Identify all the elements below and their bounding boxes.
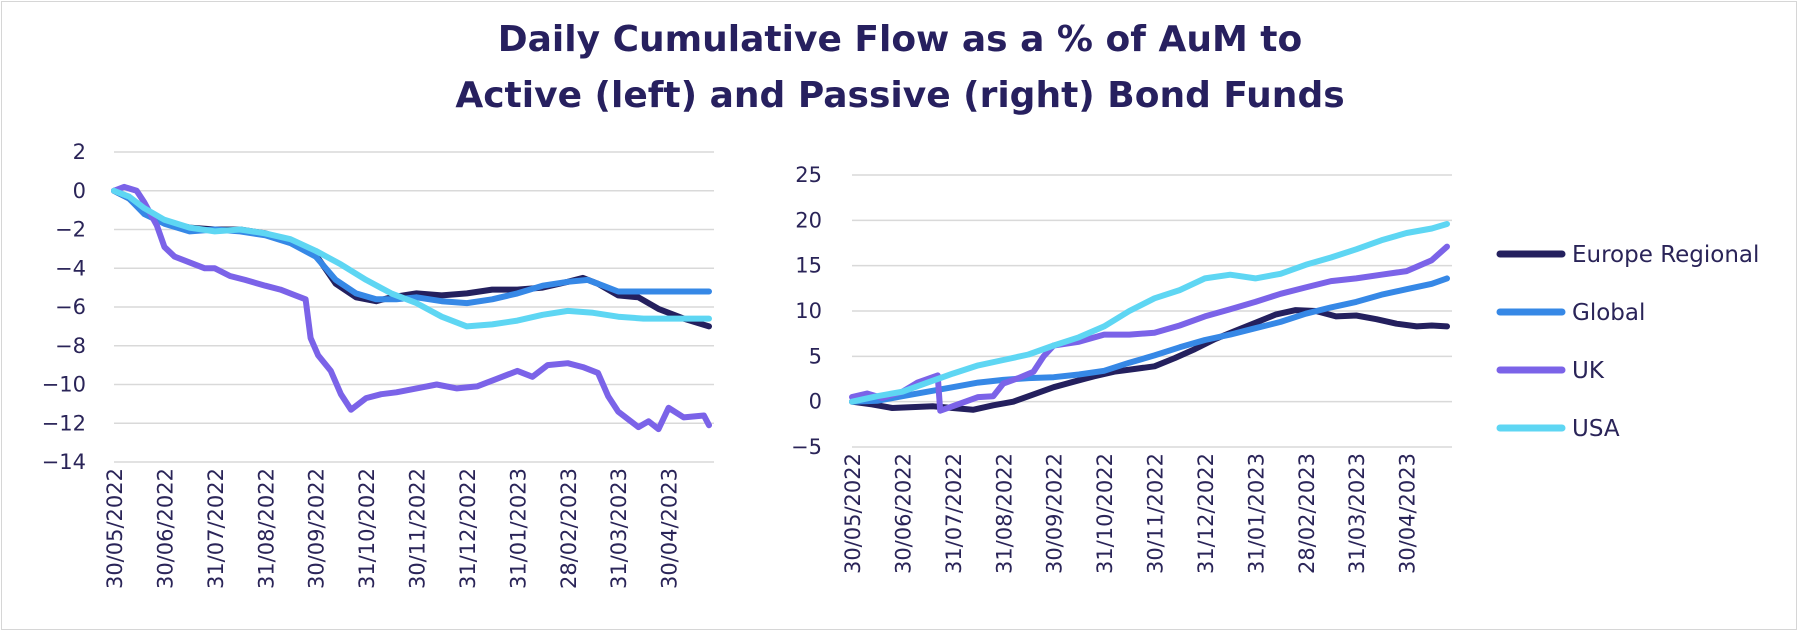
- x-tick-label: 30/05/2022: [103, 468, 127, 589]
- chart-title-line-2: Active (left) and Passive (right) Bond F…: [455, 75, 1345, 116]
- x-tick-label: 31/07/2022: [942, 453, 966, 574]
- chart-title: Daily Cumulative Flow as a % of AuM to A…: [0, 12, 1800, 124]
- x-tick-label: 31/10/2022: [355, 468, 379, 589]
- series-line-usa: [849, 221, 1450, 405]
- x-tick-label: 28/02/2023: [557, 468, 581, 589]
- y-tick-label: 20: [795, 208, 822, 232]
- legend-label-global: Global: [1572, 300, 1645, 326]
- chart-title-line-1: Daily Cumulative Flow as a % of AuM to: [497, 19, 1303, 60]
- x-tick-label: 28/02/2023: [1295, 453, 1319, 574]
- chart-panel-active: 2 0 −2 −4 −6 −8 −10 −12 −14 30/05/2022 30/06/2022 3…: [42, 140, 714, 589]
- y-tick-label: 0: [73, 179, 86, 203]
- x-tick-label: 30/11/2022: [406, 468, 430, 589]
- legend-label-europe-regional: Europe Regional: [1572, 242, 1759, 268]
- x-tick-label: 30/06/2022: [153, 468, 177, 589]
- x-tick-label: 31/08/2022: [992, 453, 1016, 574]
- x-tick-label: 31/03/2023: [1345, 453, 1369, 574]
- x-tick-label: 31/12/2022: [1194, 453, 1218, 574]
- legend: Europe Regional Global UK USA: [1496, 242, 1759, 442]
- y-tick-label: −10: [42, 373, 86, 397]
- series-line-europe-regional: [111, 187, 712, 330]
- series-line-uk: [849, 243, 1450, 414]
- x-tick-label: 31/12/2022: [456, 468, 480, 589]
- y-tick-label: 0: [809, 390, 822, 414]
- x-tick-label: 30/09/2022: [305, 468, 329, 589]
- y-tick-label: 25: [795, 163, 822, 187]
- x-tick-label: 30/05/2022: [841, 453, 865, 574]
- x-tick-label: 31/03/2023: [607, 468, 631, 589]
- x-tick-label: 30/04/2023: [1396, 453, 1420, 574]
- series-line-global: [849, 275, 1450, 405]
- x-tick-label: 31/07/2022: [204, 468, 228, 589]
- y-tick-label: 5: [809, 344, 822, 368]
- series-line-uk: [111, 183, 712, 433]
- y-tick-label: −6: [55, 295, 86, 319]
- y-tick-label: −8: [55, 334, 86, 358]
- x-tick-label: 30/11/2022: [1144, 453, 1168, 574]
- x-tick-label: 30/04/2023: [658, 468, 682, 589]
- legend-label-usa: USA: [1572, 416, 1620, 442]
- y-tick-label: 15: [795, 254, 822, 278]
- y-tick-label: 2: [73, 140, 86, 164]
- y-tick-label: −5: [791, 435, 822, 459]
- y-tick-label: 10: [795, 299, 822, 323]
- x-tick-label: 31/01/2023: [1244, 453, 1268, 574]
- series-line-usa: [111, 187, 712, 330]
- y-tick-label: −12: [42, 411, 86, 435]
- chart-panel-passive: 25 20 15 10 5 0 −5 30/05/2022 30/06/2022 31/07/20…: [791, 163, 1452, 574]
- x-tick-label: 31/01/2023: [506, 468, 530, 589]
- x-tick-label: 31/10/2022: [1093, 453, 1117, 574]
- series-line-global: [111, 187, 712, 307]
- y-tick-label: −14: [42, 450, 86, 474]
- y-tick-label: −2: [55, 218, 86, 242]
- x-tick-label: 30/09/2022: [1043, 453, 1067, 574]
- legend-label-uk: UK: [1572, 358, 1605, 384]
- x-tick-label: 31/08/2022: [254, 468, 278, 589]
- y-tick-label: −4: [55, 256, 86, 280]
- x-tick-label: 30/06/2022: [891, 453, 915, 574]
